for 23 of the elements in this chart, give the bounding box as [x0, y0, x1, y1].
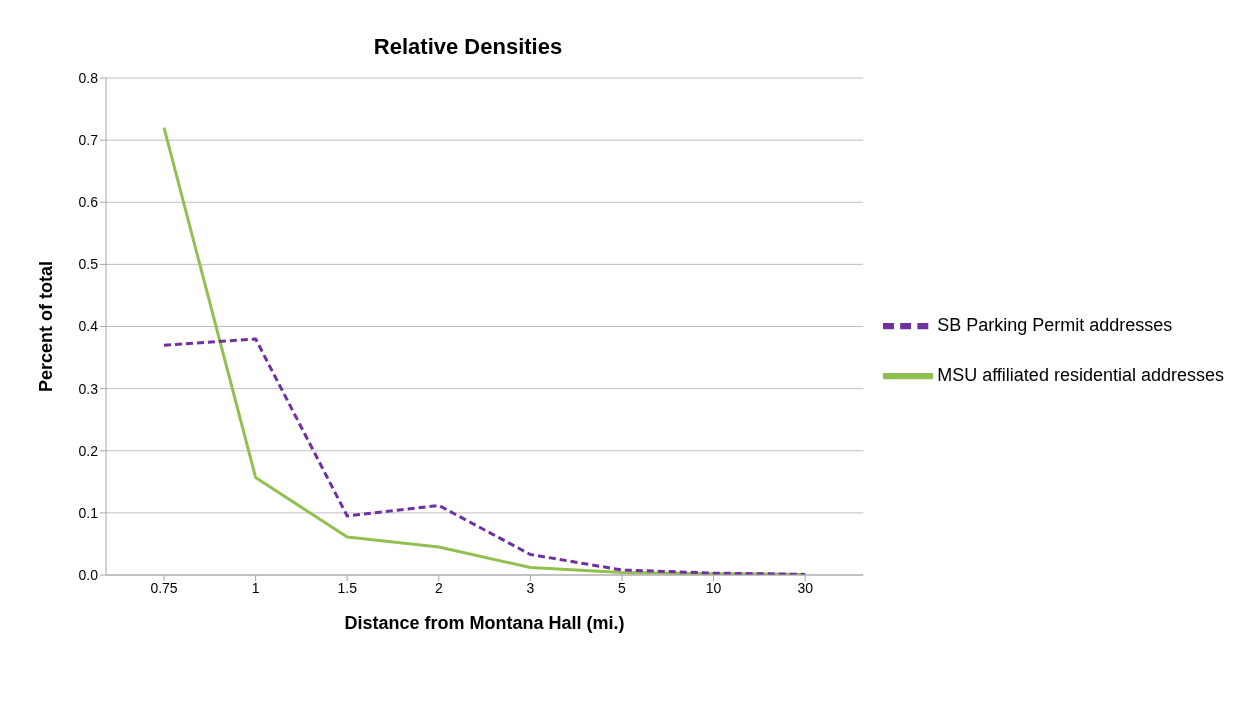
y-tick-label: 0.5: [78, 256, 99, 273]
y-tick-label: 0.4: [78, 318, 99, 335]
x-tick-label: 2: [434, 579, 443, 596]
x-tick-label: 5: [618, 579, 627, 596]
x-axis-title: Distance from Montana Hall (mi.): [344, 613, 625, 633]
y-tick-label: 0.7: [78, 132, 99, 149]
x-tick-label: 1: [251, 579, 260, 596]
legend-label: SB Parking Permit addresses: [937, 314, 1173, 335]
x-tick-label: 3: [526, 579, 535, 596]
y-tick-label: 0.0: [78, 566, 99, 583]
y-tick-label: 0.2: [78, 442, 99, 459]
chart-title: Relative Densities: [372, 34, 564, 60]
y-tick-label: 0.1: [78, 504, 99, 521]
y-tick-label: 0.6: [78, 194, 99, 211]
x-tick-label: 10: [705, 579, 722, 596]
x-tick-label: 0.75: [150, 579, 178, 596]
legend-label: MSU affiliated residential addresses: [937, 364, 1224, 385]
y-tick-label: 0.3: [78, 380, 99, 397]
x-tick-label: 30: [797, 579, 814, 596]
y-tick-label: 0.8: [78, 69, 99, 86]
x-tick-label: 1.5: [337, 579, 358, 596]
line-series: [162, 337, 807, 575]
y-axis-title: Percent of total: [36, 260, 57, 393]
